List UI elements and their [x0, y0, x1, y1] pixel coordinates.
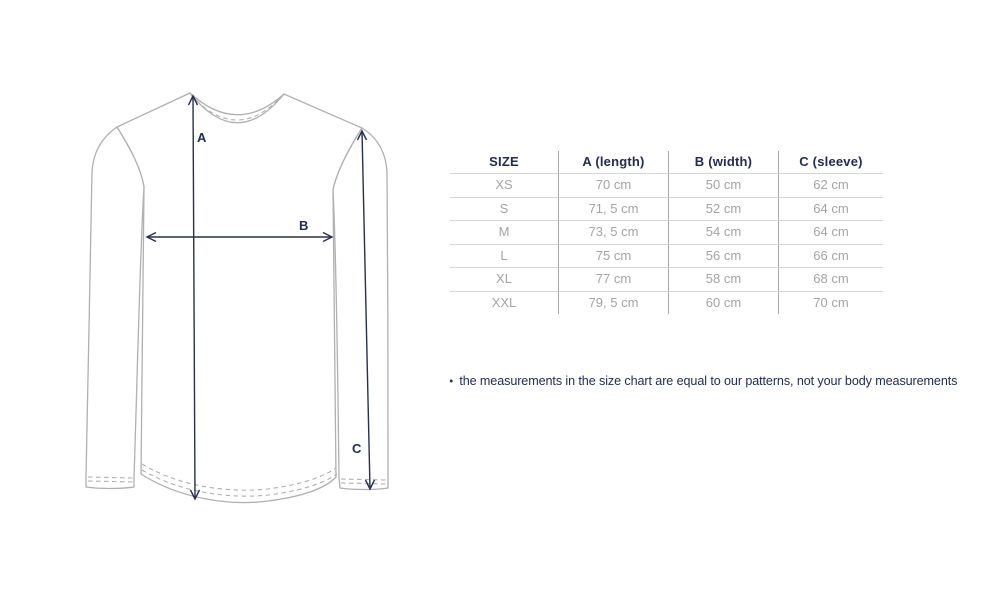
measurement-note: • the measurements in the size chart are …	[449, 374, 989, 388]
measurement-arrow-c: C	[352, 129, 376, 491]
label-a: A	[197, 130, 207, 145]
hem-stitch-upper	[141, 463, 337, 491]
shirt-body	[116, 92, 363, 504]
sleeve-value: 64 cm	[778, 196, 883, 220]
length-value: 75 cm	[558, 243, 668, 267]
width-value: 54 cm	[668, 220, 778, 244]
size-label: S	[450, 196, 558, 221]
length-value: 79, 5 cm	[558, 290, 668, 314]
measurement-arrow-a: A	[187, 94, 207, 501]
width-value: 52 cm	[668, 196, 778, 220]
sleeve-value: 62 cm	[778, 173, 883, 197]
column-header-size: SIZE	[489, 154, 519, 169]
label-b: B	[299, 218, 308, 233]
size-table: SIZE A (length) B (width) C (sleeve) XS …	[450, 151, 883, 314]
size-label: XL	[450, 267, 558, 291]
note-text: the measurements in the size chart are e…	[459, 374, 958, 388]
shirt-measurement-diagram: A B C	[85, 92, 389, 504]
right-sleeve	[332, 127, 389, 491]
size-label: M	[450, 220, 558, 244]
length-value: 71, 5 cm	[558, 196, 668, 220]
sleeve-value: 70 cm	[778, 290, 883, 314]
label-c: C	[352, 441, 362, 456]
sleeve-value: 66 cm	[778, 243, 883, 267]
collar-opening	[189, 92, 285, 116]
length-value: 73, 5 cm	[558, 220, 668, 244]
sleeve-value: 68 cm	[778, 267, 883, 291]
width-value: 58 cm	[668, 267, 778, 291]
width-value: 50 cm	[668, 173, 778, 197]
measurement-arrow-b: B	[145, 218, 334, 243]
column-header-sleeve: C (sleeve)	[778, 151, 883, 173]
sleeve-value: 64 cm	[778, 220, 883, 244]
width-value: 56 cm	[668, 243, 778, 267]
width-value: 60 cm	[668, 290, 778, 314]
column-header-width: B (width)	[668, 151, 778, 173]
column-header-length: A (length)	[558, 151, 668, 173]
size-label: L	[450, 243, 558, 268]
left-sleeve	[85, 126, 145, 490]
hem-stitch-lower	[141, 469, 338, 497]
length-value: 77 cm	[558, 267, 668, 291]
bullet-icon: •	[449, 375, 453, 387]
size-label: XXL	[450, 290, 558, 315]
length-value: 70 cm	[558, 173, 668, 197]
size-label: XS	[450, 173, 558, 197]
